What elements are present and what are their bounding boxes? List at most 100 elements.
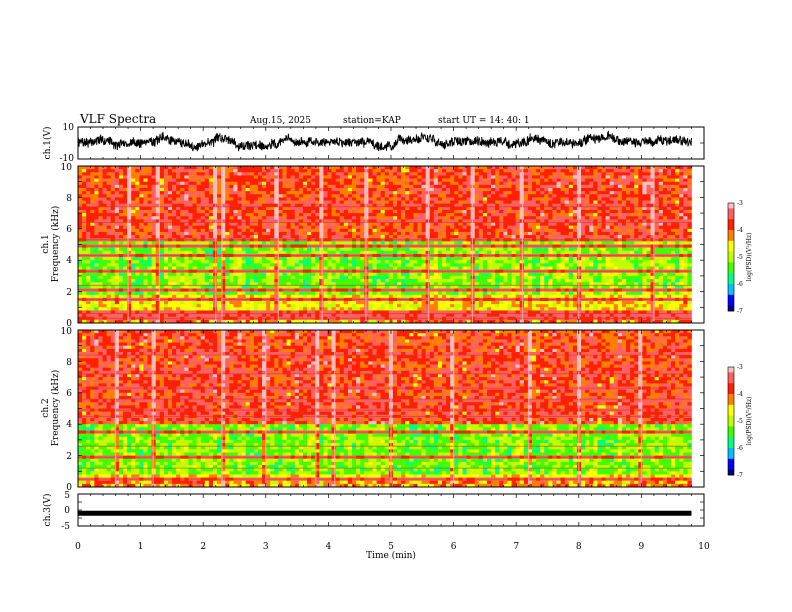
spectrogram-cell xyxy=(221,260,226,264)
spectrogram-cell xyxy=(282,222,287,227)
spectrogram-cell xyxy=(225,241,230,245)
spectrogram-cell xyxy=(196,175,202,179)
spectrogram-cell xyxy=(155,213,161,217)
spectrogram-cell xyxy=(323,319,328,324)
spectrogram-cell xyxy=(446,228,451,233)
spectrogram-cell xyxy=(380,219,386,223)
spectrogram-cell xyxy=(331,197,337,201)
spectrogram-cell xyxy=(335,200,341,205)
spectrogram-cell xyxy=(143,250,148,255)
spectrogram-cell xyxy=(286,241,292,245)
spectrogram-cell xyxy=(180,250,185,255)
spectrogram-cell xyxy=(274,219,279,223)
spectrogram-cell xyxy=(347,166,353,170)
spectrogram-cell xyxy=(368,275,373,280)
spectrogram-cell xyxy=(388,197,394,201)
spectrogram-cell xyxy=(376,250,381,255)
spectrogram-cell xyxy=(409,209,414,214)
spectrogram-cell xyxy=(237,272,242,277)
spectrogram-cell xyxy=(245,247,251,252)
spectrogram-cell xyxy=(286,206,292,211)
spectrogram-cell xyxy=(257,216,263,220)
spectrogram-cell xyxy=(274,313,279,318)
spectrogram-cell xyxy=(184,213,189,217)
spectrogram-cell xyxy=(368,225,373,230)
spectrogram-cell xyxy=(409,187,414,192)
station-label: station=KAP xyxy=(343,116,401,126)
spectrogram-cell xyxy=(474,169,480,173)
spectrogram-cell xyxy=(356,250,361,255)
spectrogram-cell xyxy=(433,191,439,195)
spectrogram-cell xyxy=(290,301,296,305)
spectrogram-cell xyxy=(360,178,365,183)
spectrogram-cell xyxy=(237,285,242,289)
spectrogram-cell xyxy=(98,209,103,214)
spectrogram-cell xyxy=(221,166,226,170)
spectrogram-cell xyxy=(184,304,189,308)
spectrogram-cell xyxy=(327,191,332,195)
spectrogram-cell xyxy=(122,260,128,264)
spectrogram-cell xyxy=(433,178,439,183)
spectrogram-cell xyxy=(315,313,320,318)
spectrogram-cell xyxy=(139,275,144,280)
spectrogram-cell xyxy=(78,279,83,283)
spectrogram-cell xyxy=(331,282,337,286)
spectrogram-cell xyxy=(106,282,112,286)
spectrogram-cell xyxy=(151,225,157,230)
spectrogram-cell xyxy=(159,222,165,227)
spectrogram-cell xyxy=(257,209,263,214)
spectrogram-cell xyxy=(237,200,242,205)
spectrogram-cell xyxy=(437,203,443,208)
spectrogram-cell xyxy=(270,184,275,189)
spectrogram-cell xyxy=(343,169,349,173)
spectrogram-cell xyxy=(462,178,467,183)
spectrogram-cell xyxy=(262,166,267,170)
spectrogram-cell xyxy=(139,166,144,170)
spectrogram-cell xyxy=(200,263,206,267)
spectrogram-cell xyxy=(241,200,247,205)
spectrogram-cell xyxy=(180,260,185,264)
spectrogram-cell xyxy=(102,203,107,208)
spectrogram-cell xyxy=(262,184,267,189)
spectrogram-cell xyxy=(192,266,197,270)
spectrogram-cell xyxy=(135,319,140,324)
spectrogram-cell xyxy=(405,310,410,314)
spectrogram-cell xyxy=(454,178,459,183)
spectrogram-cell xyxy=(172,225,177,230)
spectrogram-cell xyxy=(286,194,292,198)
spectrogram-cell xyxy=(417,203,422,208)
spectrogram-cell xyxy=(413,307,418,311)
spectrogram-cell xyxy=(290,178,296,183)
spectrogram-cell xyxy=(298,294,304,299)
spectrogram-cell xyxy=(270,257,275,261)
spectrogram-cell xyxy=(307,285,312,289)
spectrogram-cell xyxy=(331,319,337,324)
spectrogram-cell xyxy=(462,187,467,192)
spectrogram-cell xyxy=(405,250,410,255)
spectrogram-cell xyxy=(388,241,394,245)
spectrogram-cell xyxy=(462,260,467,264)
spectrogram-cell xyxy=(274,172,279,176)
spectrogram-cell xyxy=(376,178,381,183)
spectrogram-cell xyxy=(380,169,386,173)
spectrogram-cell xyxy=(172,231,177,236)
spectrogram-cell xyxy=(233,319,238,324)
spectrogram-cell xyxy=(437,222,443,227)
spectrogram-cell xyxy=(237,260,242,264)
spectrogram-cell xyxy=(127,197,132,201)
spectrogram-cell xyxy=(135,294,140,299)
spectrogram-cell xyxy=(82,313,87,318)
spectrogram-cell xyxy=(413,169,418,173)
spectrogram-cell xyxy=(188,294,193,299)
spectrogram-cell xyxy=(196,250,202,255)
spectrogram-cell xyxy=(184,250,189,255)
spectrogram-cell xyxy=(163,209,169,214)
spectrogram-cell xyxy=(208,172,214,176)
spectrogram-cell xyxy=(437,166,443,170)
spectrogram-cell xyxy=(192,313,197,318)
spectrogram-cell xyxy=(278,294,283,299)
spectrogram-cell xyxy=(253,178,259,183)
spectrogram-cell xyxy=(192,166,197,170)
spectrogram-cell xyxy=(446,266,451,270)
spectrogram-cell xyxy=(433,285,439,289)
